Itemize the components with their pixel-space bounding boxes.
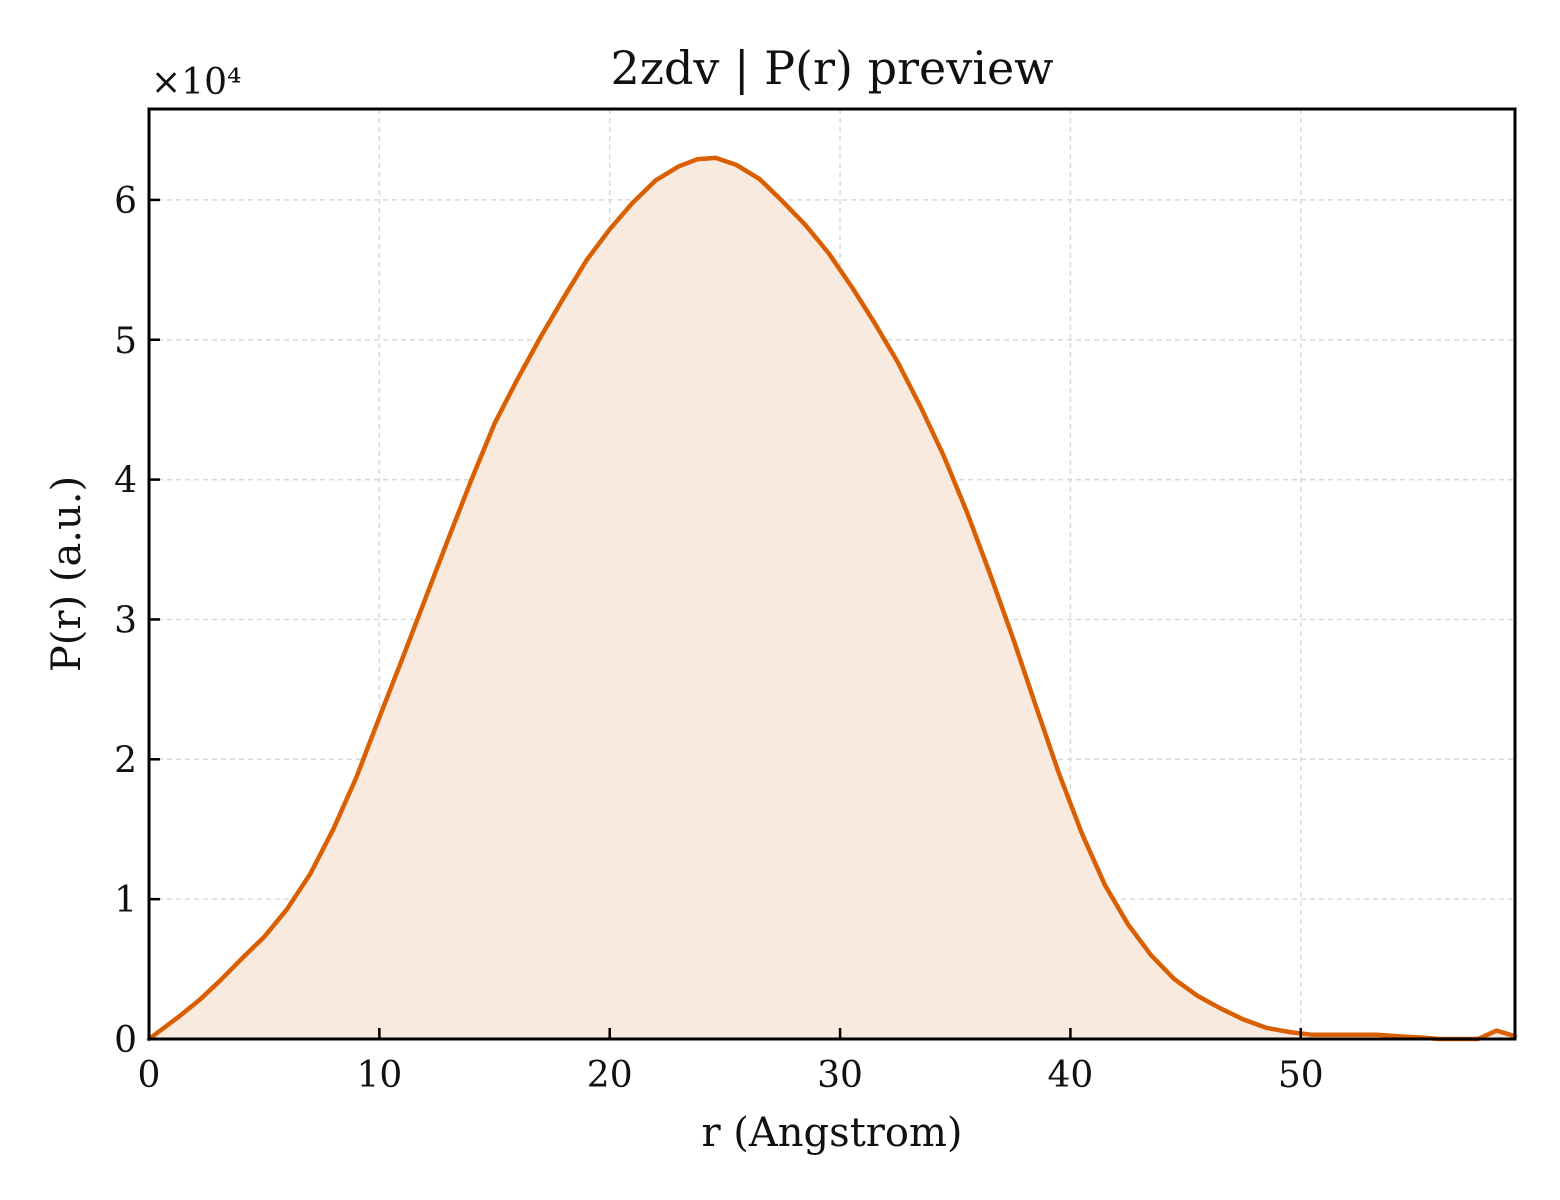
pr-curve-line [146,155,1518,1042]
x-tick-label: 20 [587,1055,633,1096]
tick-labels: 0 10 20 30 40 50 0 1 2 3 4 5 6 [114,181,1324,1096]
y-tick-label: 0 [114,1020,137,1061]
y-axis-label: P(r) (a.u.) [44,476,90,672]
x-axis-label: r (Angstrom) [701,1110,962,1156]
x-tick-label: 10 [356,1055,402,1096]
y-tick-label: 1 [114,880,137,921]
x-tick-label: 50 [1278,1055,1324,1096]
x-tick-label: 0 [138,1055,161,1096]
chart-title: 2zdv | P(r) preview [610,41,1053,95]
plot-frame [147,107,1517,1041]
x-tick-label: 40 [1048,1055,1094,1096]
y-tick-label: 3 [114,600,137,641]
x-tick-label: 30 [817,1055,863,1096]
area-fill [149,157,1515,1039]
y-tick-label: 5 [114,321,137,362]
y-tick-label: 6 [114,181,137,222]
y-multiplier-label: ×10⁴ [151,62,241,103]
y-tick-label: 4 [114,461,137,502]
y-tick-label: 2 [114,740,137,781]
